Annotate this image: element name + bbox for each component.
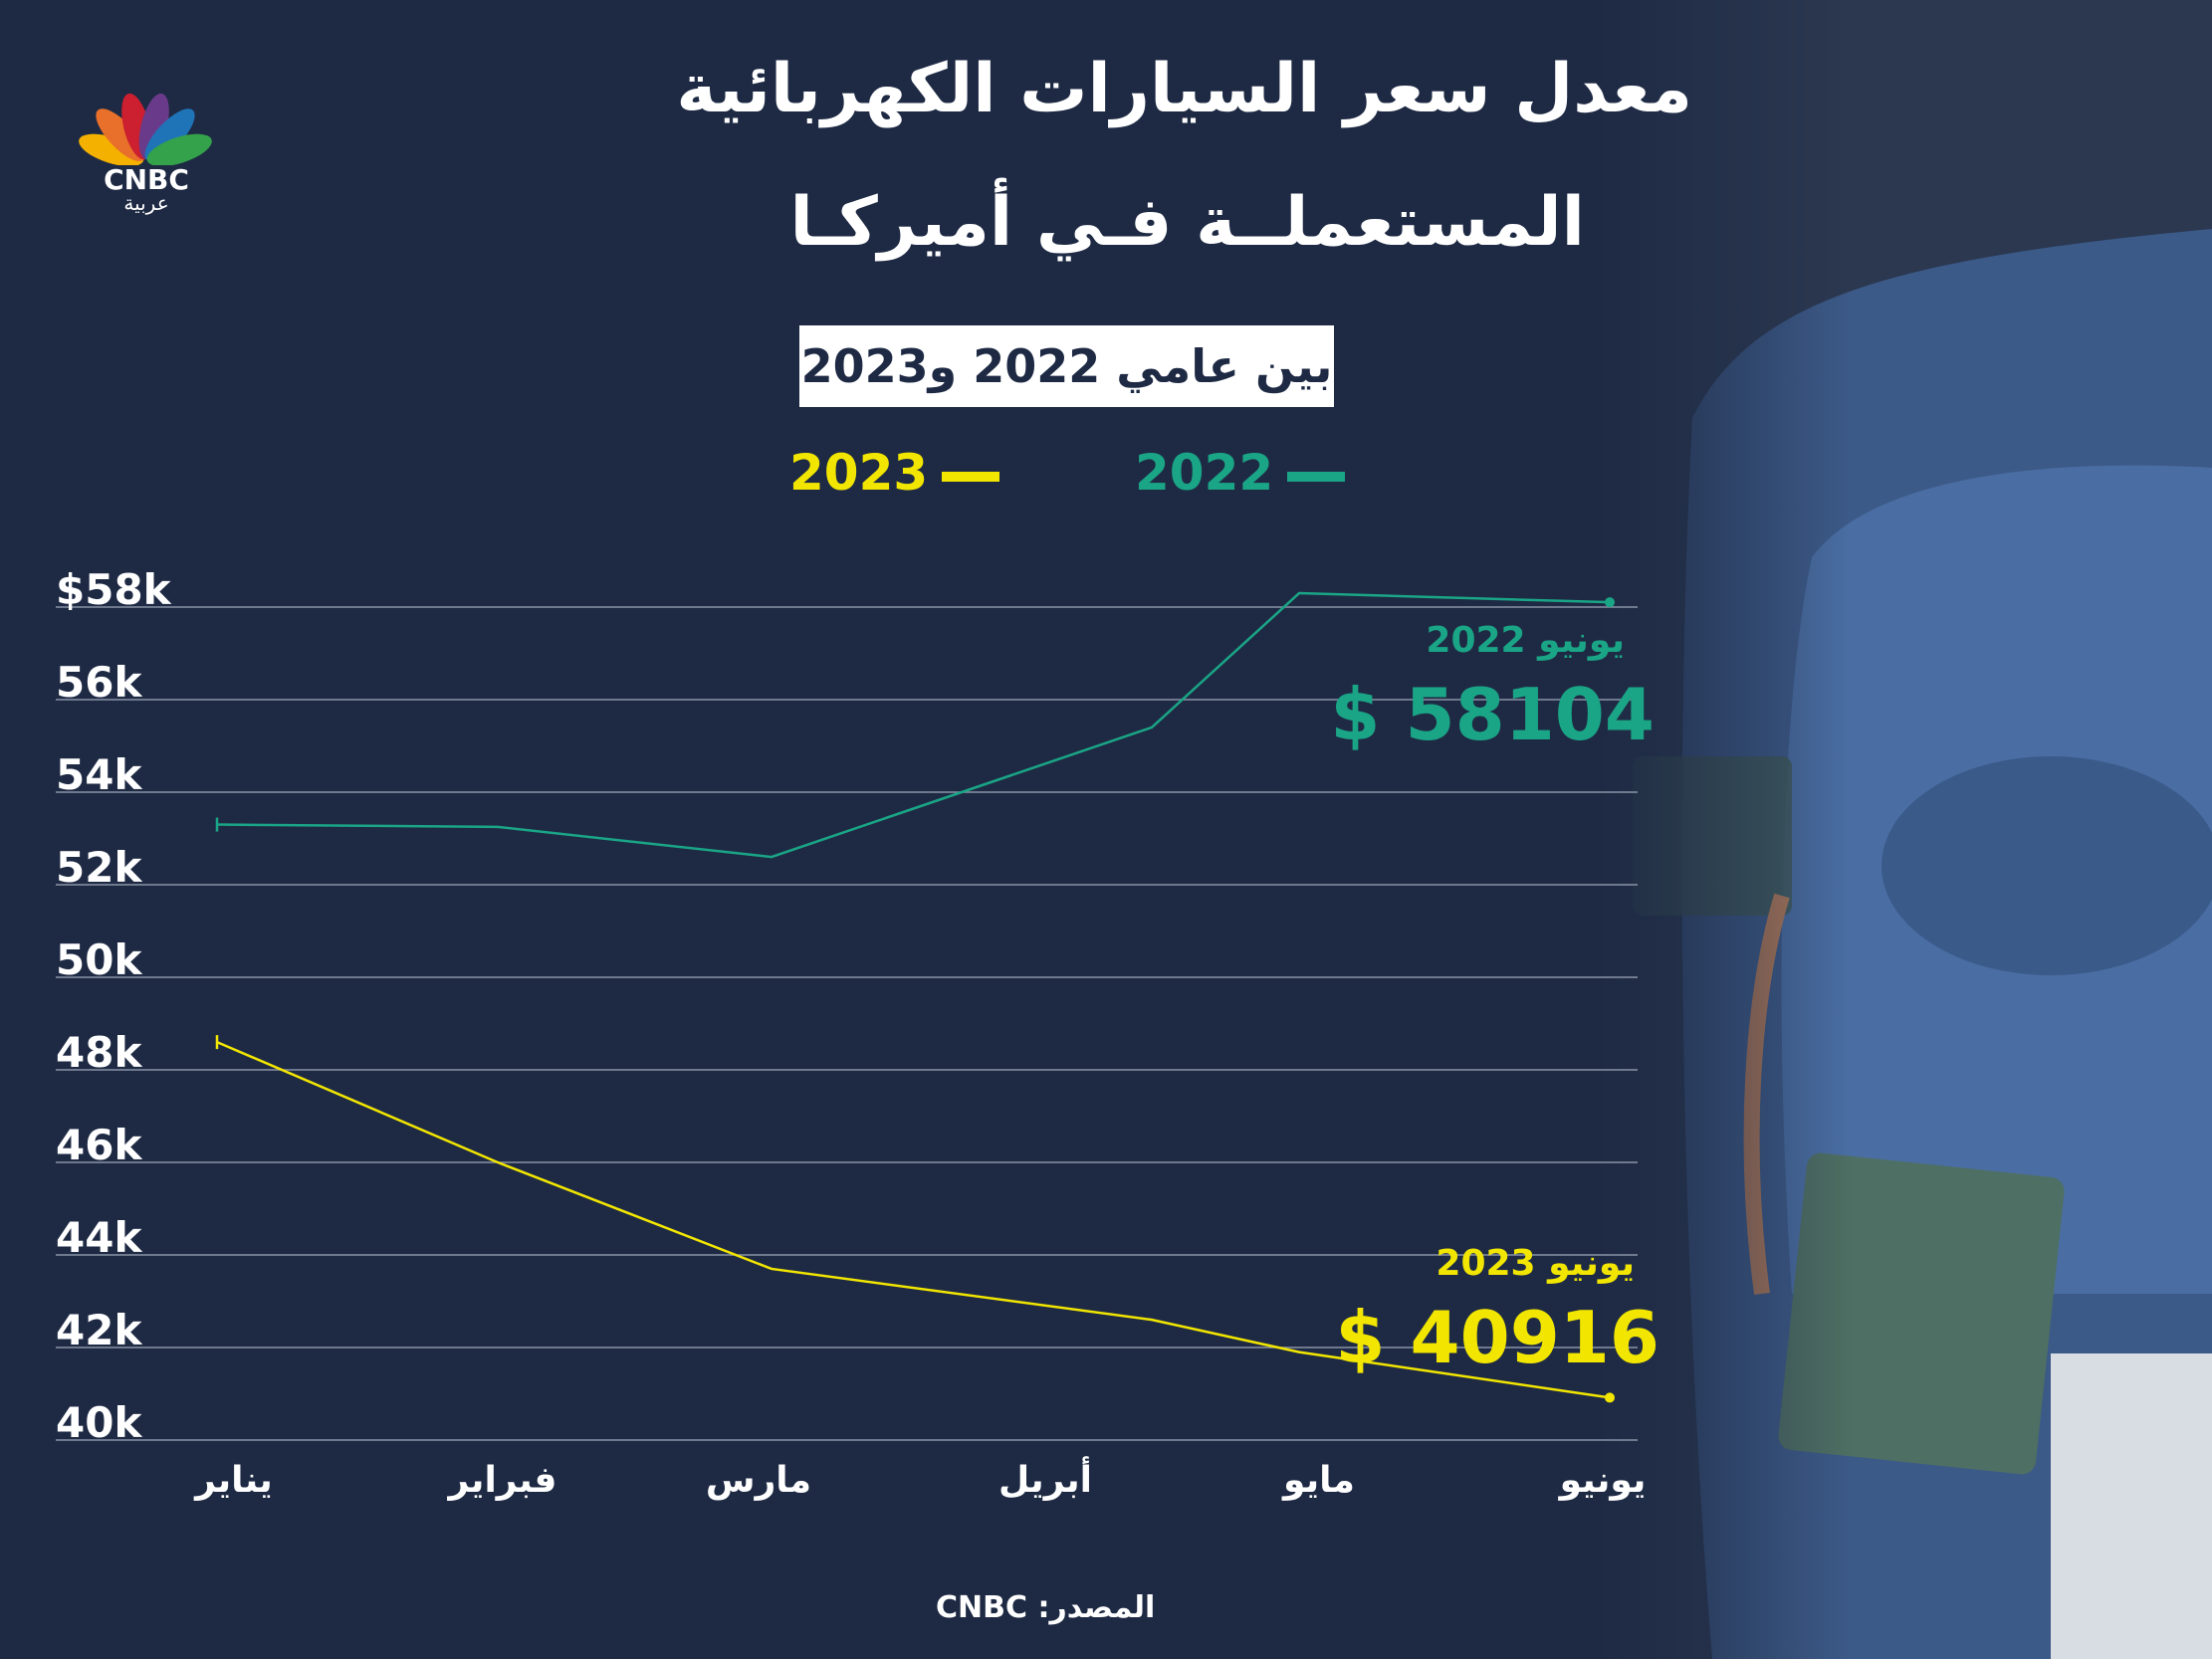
x-tick-label: أبريل [998,1460,1092,1501]
annotation-2022-label: يونيو 2022 [1426,620,1625,661]
x-tick-label: يونيو [1559,1460,1647,1501]
y-tick-label: 44k [56,1213,142,1262]
y-tick-label: 54k [56,750,142,799]
cnbc-peacock-icon [79,93,212,165]
x-tick-label: مايو [1283,1460,1355,1501]
series-end-point-2022 [1605,597,1615,608]
y-tick-label: 52k [56,843,142,892]
brand-name: CNBC [104,163,189,196]
annotation-2023-value: $ 40916 [1335,1296,1659,1379]
series-line-2022 [216,591,1611,859]
gridlines [56,606,1638,1441]
x-tick-label: فبراير [448,1460,557,1501]
annotation-2023-label: يونيو 2023 [1436,1243,1635,1284]
brand-subname: عربية [123,191,169,215]
title-line-1: معدل سعر السيارات الكهربائية [676,50,1692,128]
source-note: المصدر: CNBC [936,1590,1156,1625]
title-line-2: المستعملــة فـي أميركـا [789,183,1585,262]
series-lines [215,591,1615,1403]
x-tick-label: يناير [195,1460,273,1501]
series-end-point-2023 [1605,1392,1615,1403]
subtitle: بين عامي 2022 و2023 [800,339,1333,393]
y-tick-label: 50k [56,935,142,984]
y-tick-label: 40k [56,1398,142,1447]
y-tick-label: 48k [56,1028,142,1077]
legend-label-2023: 2023 [789,444,929,502]
subtitle-box: بين عامي 2022 و2023 [799,325,1334,407]
y-tick-label: 56k [56,658,142,707]
legend-label-2022: 2022 [1135,444,1274,502]
legend-swatch-2023 [942,472,999,482]
series-line-2023 [216,1040,1611,1399]
y-tick-label: 46k [56,1121,142,1169]
x-tick-label: مارس [705,1460,812,1501]
y-tick-label: $58k [56,565,171,614]
legend-swatch-2022 [1287,472,1345,482]
y-tick-label: 42k [56,1306,142,1354]
annotation-2022-value: $ 58104 [1330,673,1655,756]
